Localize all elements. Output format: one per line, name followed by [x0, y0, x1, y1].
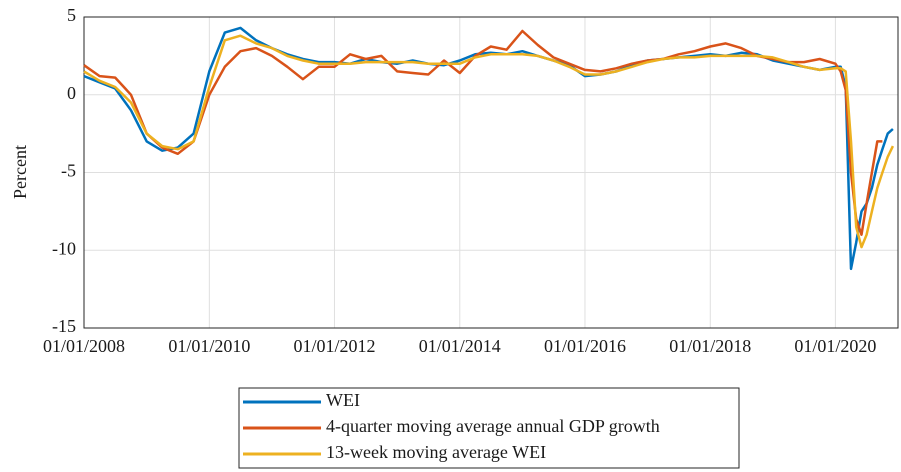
y-tick-label: 0 — [67, 83, 76, 103]
x-tick-label: 01/01/2018 — [669, 336, 751, 356]
x-tick-label: 01/01/2012 — [293, 336, 375, 356]
y-tick-label: -5 — [61, 161, 76, 181]
y-tick-label: 5 — [67, 5, 76, 25]
x-tick-label: 01/01/2020 — [794, 336, 876, 356]
x-tick-label: 01/01/2014 — [419, 336, 501, 356]
y-tick-label: -15 — [52, 316, 76, 336]
plot-frame — [83, 16, 899, 329]
legend-label: WEI — [326, 390, 360, 410]
x-tick-label: 01/01/2008 — [43, 336, 125, 356]
legend-label: 4-quarter moving average annual GDP grow… — [326, 416, 660, 436]
x-tick-label: 01/01/2016 — [544, 336, 626, 356]
legend-box — [238, 387, 740, 469]
y-axis-label: Percent — [10, 145, 30, 199]
series-line — [83, 26, 894, 271]
series-line — [83, 29, 883, 236]
legend-label: 13-week moving average WEI — [326, 442, 546, 462]
series-line — [83, 34, 895, 249]
y-tick-label: -10 — [52, 238, 76, 258]
x-tick-label: 01/01/2010 — [168, 336, 250, 356]
